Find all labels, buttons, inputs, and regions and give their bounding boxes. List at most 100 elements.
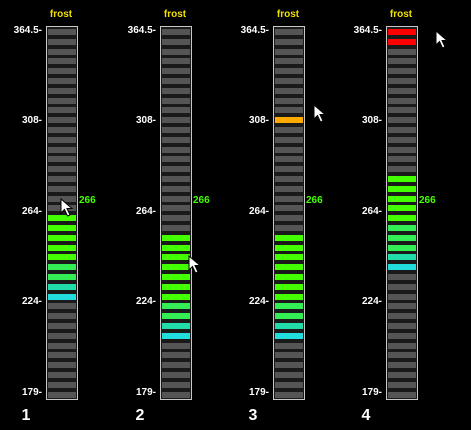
scale-segment	[275, 274, 303, 280]
axis-tick-label: 179-	[361, 387, 382, 398]
scale-segment	[388, 391, 416, 398]
scale-segment	[275, 352, 303, 359]
level-scale-bar	[386, 26, 418, 400]
axis-tick-label: 364.5-	[353, 25, 382, 36]
scale-segment	[48, 195, 76, 202]
scale-segment	[388, 293, 416, 300]
scale-segment	[275, 185, 303, 192]
panel-number-label: 4	[361, 407, 371, 424]
scale-segment	[162, 97, 190, 104]
scale-segment	[388, 78, 416, 84]
scale-segment	[48, 107, 76, 114]
scale-segment	[388, 264, 416, 271]
axis-tick-label: 224-	[248, 296, 269, 307]
axis-tick-label: 264-	[135, 206, 156, 217]
scale-segment	[388, 205, 416, 212]
scale-segment	[388, 185, 416, 192]
scale-segment	[388, 342, 416, 349]
scale-segment	[48, 176, 76, 182]
scale-segment	[162, 166, 190, 173]
scale-segment	[388, 332, 416, 339]
scale-segment	[162, 48, 190, 55]
scale-segment	[48, 78, 76, 84]
scale-segment	[48, 146, 76, 153]
scale-segment	[162, 68, 190, 75]
axis-tick-label: 308-	[21, 115, 42, 126]
scale-segment	[48, 166, 76, 173]
scale-segment	[48, 87, 76, 94]
scale-segment	[162, 313, 190, 320]
scale-segment	[388, 146, 416, 153]
scale-segment	[162, 156, 190, 163]
scale-segment	[275, 215, 303, 222]
scale-segment	[388, 68, 416, 75]
mouse-pointer-icon	[60, 198, 74, 217]
scale-segment	[48, 254, 76, 261]
axis-tick-label: 264-	[361, 206, 382, 217]
scale-segment	[388, 58, 416, 65]
scale-segment	[48, 381, 76, 388]
axis-tick-label: 364.5-	[240, 25, 269, 36]
scale-segment	[162, 234, 190, 241]
scale-segment	[48, 136, 76, 143]
scale-segment	[275, 303, 303, 310]
axis-tick-label: 308-	[361, 115, 382, 126]
scale-segment	[162, 264, 190, 271]
scale-segment	[162, 274, 190, 280]
scale-segment	[388, 254, 416, 261]
scale-segment	[275, 254, 303, 261]
scale-segment	[48, 244, 76, 251]
scale-segment	[388, 156, 416, 163]
scale-segment	[162, 78, 190, 84]
scale-segment	[162, 303, 190, 310]
axis-tick-label: 179-	[248, 387, 269, 398]
axis-tick-label: 364.5-	[127, 25, 156, 36]
scale-segment	[48, 323, 76, 329]
scale-segment	[275, 313, 303, 320]
scale-segment	[48, 97, 76, 104]
scale-segment	[162, 352, 190, 359]
scale-segment	[48, 283, 76, 290]
scale-segment	[388, 274, 416, 280]
scale-segment	[275, 48, 303, 55]
scale-segment	[388, 107, 416, 114]
axis-tick-label: 179-	[21, 387, 42, 398]
scale-segment	[275, 68, 303, 75]
scale-segment	[48, 48, 76, 55]
level-scale-bar	[160, 26, 192, 400]
scale-segment	[48, 313, 76, 320]
scale-segment	[162, 381, 190, 388]
axis-tick-label: 224-	[21, 296, 42, 307]
scale-segment	[48, 362, 76, 369]
scale-segment	[48, 352, 76, 359]
panel-title: frost	[389, 9, 413, 20]
scale-segment	[162, 244, 190, 251]
level-scale-bar	[273, 26, 305, 400]
scale-segment	[388, 244, 416, 251]
scale-segment	[48, 185, 76, 192]
scale-segment	[162, 372, 190, 378]
scale-segment	[388, 176, 416, 182]
scale-segment	[48, 38, 76, 45]
scale-segment	[275, 342, 303, 349]
scale-segment	[388, 38, 416, 45]
scale-segment	[275, 381, 303, 388]
panel-title: frost	[276, 9, 300, 20]
panel-number-label: 3	[248, 407, 258, 424]
scale-segment	[388, 362, 416, 369]
scale-segment	[388, 87, 416, 94]
scale-segment	[162, 362, 190, 369]
scale-segment	[275, 391, 303, 398]
mouse-pointer-icon	[188, 255, 202, 274]
scale-segment	[162, 332, 190, 339]
scale-segment	[275, 264, 303, 271]
panel-title: frost	[49, 9, 73, 20]
scale-segment	[275, 195, 303, 202]
scale-segment	[275, 107, 303, 114]
scale-segment	[388, 372, 416, 378]
scale-segment	[388, 166, 416, 173]
scale-segment	[48, 342, 76, 349]
scale-segment	[275, 283, 303, 290]
scale-segment	[275, 38, 303, 45]
